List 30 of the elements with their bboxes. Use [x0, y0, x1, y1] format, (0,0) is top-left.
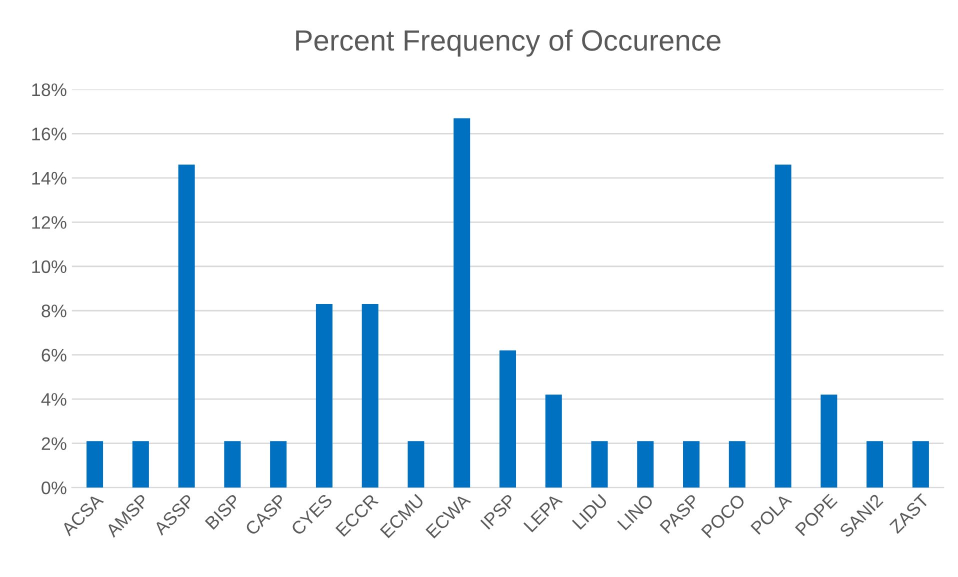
bar — [270, 441, 287, 488]
y-tick-label: 14% — [32, 172, 66, 185]
bar — [86, 441, 104, 488]
bar — [774, 164, 792, 488]
bar — [591, 441, 608, 488]
bar — [820, 394, 838, 488]
bar — [178, 164, 195, 488]
bar — [728, 441, 746, 488]
y-tick-label: 18% — [32, 83, 66, 96]
bar — [454, 118, 470, 488]
bar — [408, 441, 424, 488]
bar — [316, 304, 332, 488]
bar — [683, 441, 700, 488]
y-tick-label: 8% — [42, 304, 66, 318]
bar — [224, 441, 241, 488]
bar — [132, 441, 149, 488]
y-tick-label: 12% — [32, 216, 66, 229]
bar — [912, 441, 929, 488]
bar — [499, 350, 516, 488]
y-tick-label: 0% — [42, 482, 66, 494]
y-tick-label: 16% — [32, 128, 66, 140]
y-tick-label: 2% — [42, 437, 66, 450]
bar — [362, 304, 378, 488]
bar — [637, 441, 654, 488]
y-tick-label: 6% — [42, 348, 66, 362]
y-tick-label: 10% — [32, 260, 66, 274]
bar — [866, 441, 884, 488]
bar — [545, 394, 562, 488]
y-tick-label: 4% — [41, 393, 66, 406]
chart-title: Percent Frequency of Occurence — [296, 29, 720, 57]
